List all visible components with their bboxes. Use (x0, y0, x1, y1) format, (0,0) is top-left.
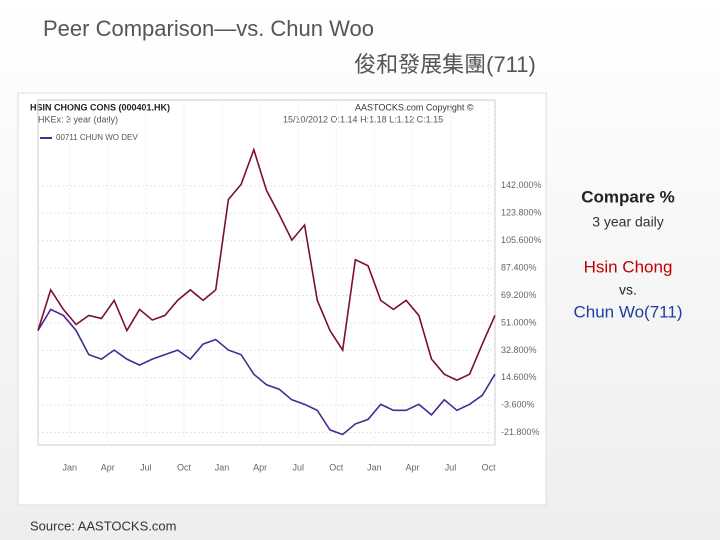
x-tick-label: Oct (329, 462, 344, 472)
x-tick-label: Oct (177, 462, 192, 472)
y-tick-label: 142.000% (501, 180, 542, 190)
y-tick-label: 32.800% (501, 345, 537, 355)
compare-label: Compare % (581, 187, 675, 206)
quote: 15/10/2012 O:1.14 H:1.18 L:1.12 C:1.15 (283, 114, 443, 124)
y-tick-label: 51.000% (501, 317, 537, 327)
x-tick-label: Jul (445, 462, 457, 472)
y-tick-label: 69.200% (501, 290, 537, 300)
vs-label: vs. (619, 282, 637, 298)
y-tick-label: -21.800% (501, 427, 540, 437)
y-tick-label: -3.600% (501, 400, 535, 410)
y-tick-label: 14.600% (501, 372, 537, 382)
chart-title: HSIN CHONG CONS (000401.HK) (30, 102, 170, 112)
x-tick-label: Jan (62, 462, 77, 472)
y-tick-label: 105.600% (501, 235, 542, 245)
series-line (37, 308, 496, 436)
x-tick-label: Jan (367, 462, 382, 472)
plot-area (37, 99, 496, 446)
x-tick-label: Jul (140, 462, 152, 472)
slide-title: Peer Comparison—vs. Chun Woo (43, 16, 374, 41)
chart-frame (17, 92, 547, 506)
series-line (37, 147, 496, 382)
x-tick-label: Apr (101, 462, 115, 472)
peer-label: Chun Wo(711) (574, 302, 683, 321)
x-tick-label: Oct (482, 462, 497, 472)
y-tick-label: 87.400% (501, 263, 537, 273)
x-tick-label: Apr (405, 462, 419, 472)
y-tick-label: 123.800% (501, 208, 542, 218)
legend-label: 00711 CHUN WO DEV (56, 133, 138, 142)
chart-subtitle: HKEx: 3 year (daily) (38, 114, 118, 124)
copyright: AASTOCKS.com Copyright © (355, 102, 474, 112)
x-tick-label: Apr (253, 462, 267, 472)
period-label: 3 year daily (592, 214, 664, 230)
slide-subtitle: 俊和發展集團(711) (354, 52, 536, 77)
x-tick-label: Jan (215, 462, 230, 472)
company-label: Hsin Chong (584, 257, 673, 276)
source: Source: AASTOCKS.com (30, 518, 176, 533)
x-tick-label: Jul (292, 462, 304, 472)
